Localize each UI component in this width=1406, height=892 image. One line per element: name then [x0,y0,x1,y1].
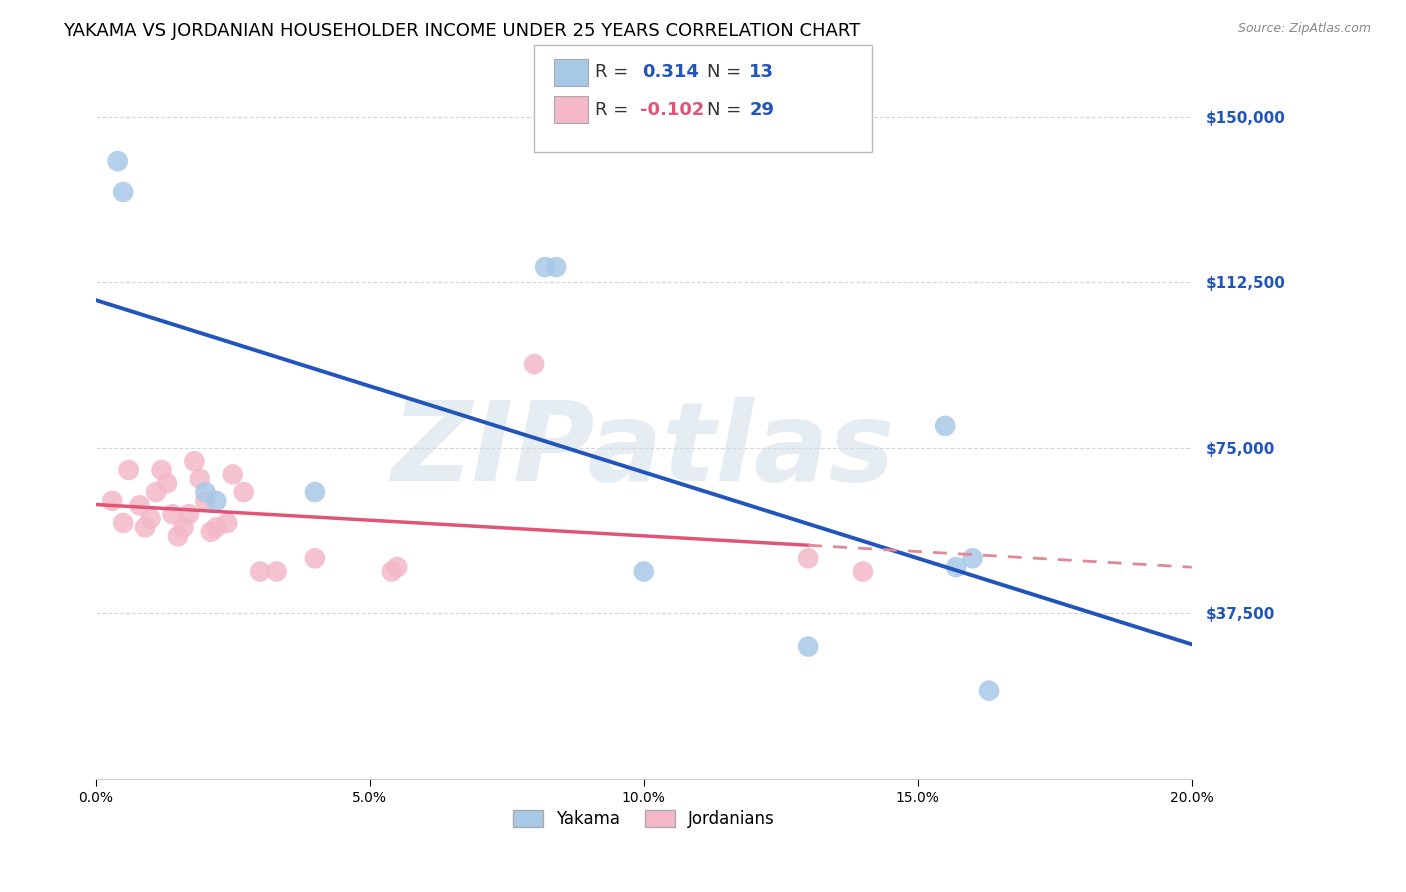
Point [304,485,326,500]
Point [217,516,239,530]
Point [107,154,129,169]
Text: R =: R = [595,101,634,119]
Point [962,551,984,566]
Point [183,454,205,468]
Text: YAKAMA VS JORDANIAN HOUSEHOLDER INCOME UNDER 25 YEARS CORRELATION CHART: YAKAMA VS JORDANIAN HOUSEHOLDER INCOME U… [63,22,860,40]
Point [797,640,820,654]
Point [222,467,245,482]
Point [205,494,228,508]
Text: 0.314: 0.314 [643,63,699,81]
Point [945,560,967,574]
Point [852,565,875,579]
Point [134,520,156,534]
Point [934,418,956,433]
Text: -0.102: -0.102 [640,101,704,119]
Point [194,485,217,500]
Point [633,565,655,579]
Point [101,494,124,508]
Point [546,260,568,274]
Point [797,551,820,566]
Point [145,485,167,500]
Point [156,476,179,491]
Point [139,511,162,525]
Point [249,565,271,579]
Point [188,472,211,486]
Point [128,499,150,513]
Point [162,507,184,521]
Point [977,683,1000,698]
Text: Source: ZipAtlas.com: Source: ZipAtlas.com [1237,22,1371,36]
Text: N =: N = [707,63,747,81]
Point [194,494,217,508]
Point [200,524,222,539]
Point [232,485,254,500]
Point [112,185,135,199]
Point [266,565,288,579]
Point [205,520,228,534]
Text: 13: 13 [749,63,775,81]
Point [112,516,135,530]
Point [304,551,326,566]
Point [177,507,200,521]
Point [172,520,194,534]
Point [381,565,404,579]
Point [118,463,141,477]
Point [385,560,408,574]
Text: N =: N = [707,101,747,119]
Text: ZIPatlas: ZIPatlas [392,397,896,504]
Text: R =: R = [595,63,634,81]
Point [167,529,190,543]
Point [150,463,173,477]
Legend: Yakama, Jordanians: Yakama, Jordanians [506,804,782,835]
Text: 29: 29 [749,101,775,119]
Point [523,357,546,371]
Point [534,260,557,274]
